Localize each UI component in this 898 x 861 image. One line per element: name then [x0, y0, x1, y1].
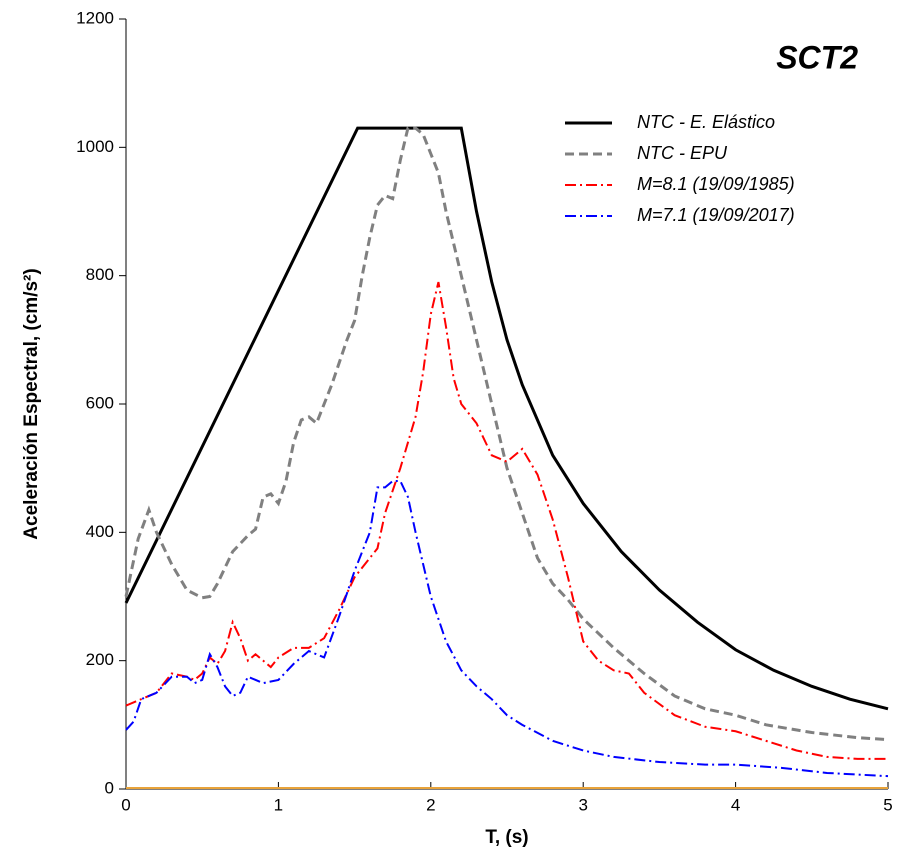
x-axis-label: T, (s): [485, 827, 528, 848]
x-tick-label: 4: [731, 795, 740, 814]
y-tick-label: 800: [86, 265, 114, 284]
x-tick-label: 2: [426, 795, 435, 814]
chart-title: SCT2: [776, 39, 858, 75]
legend-label: NTC - E. Elástico: [637, 112, 775, 132]
series-line: [125, 480, 889, 778]
x-tick-label: 1: [274, 795, 283, 814]
series-line: [125, 281, 888, 760]
y-tick-label: 200: [86, 650, 114, 669]
series-line: [124, 126, 889, 711]
x-tick-label: 5: [883, 795, 892, 814]
series-line: [124, 126, 889, 742]
x-tick-label: 3: [578, 795, 587, 814]
legend-label: M=7.1 (19/09/2017): [637, 205, 795, 225]
y-tick-label: 1200: [76, 8, 114, 27]
legend-label: M=8.1 (19/09/1985): [637, 174, 795, 194]
y-tick-label: 1000: [76, 137, 114, 156]
y-tick-label: 600: [86, 393, 114, 412]
legend-label: NTC - EPU: [637, 143, 728, 163]
y-axis-label: Aceleración Espectral, (cm/s²): [21, 268, 42, 539]
y-tick-label: 400: [86, 522, 114, 541]
x-tick-label: 0: [121, 795, 130, 814]
y-tick-label: 0: [105, 778, 114, 797]
